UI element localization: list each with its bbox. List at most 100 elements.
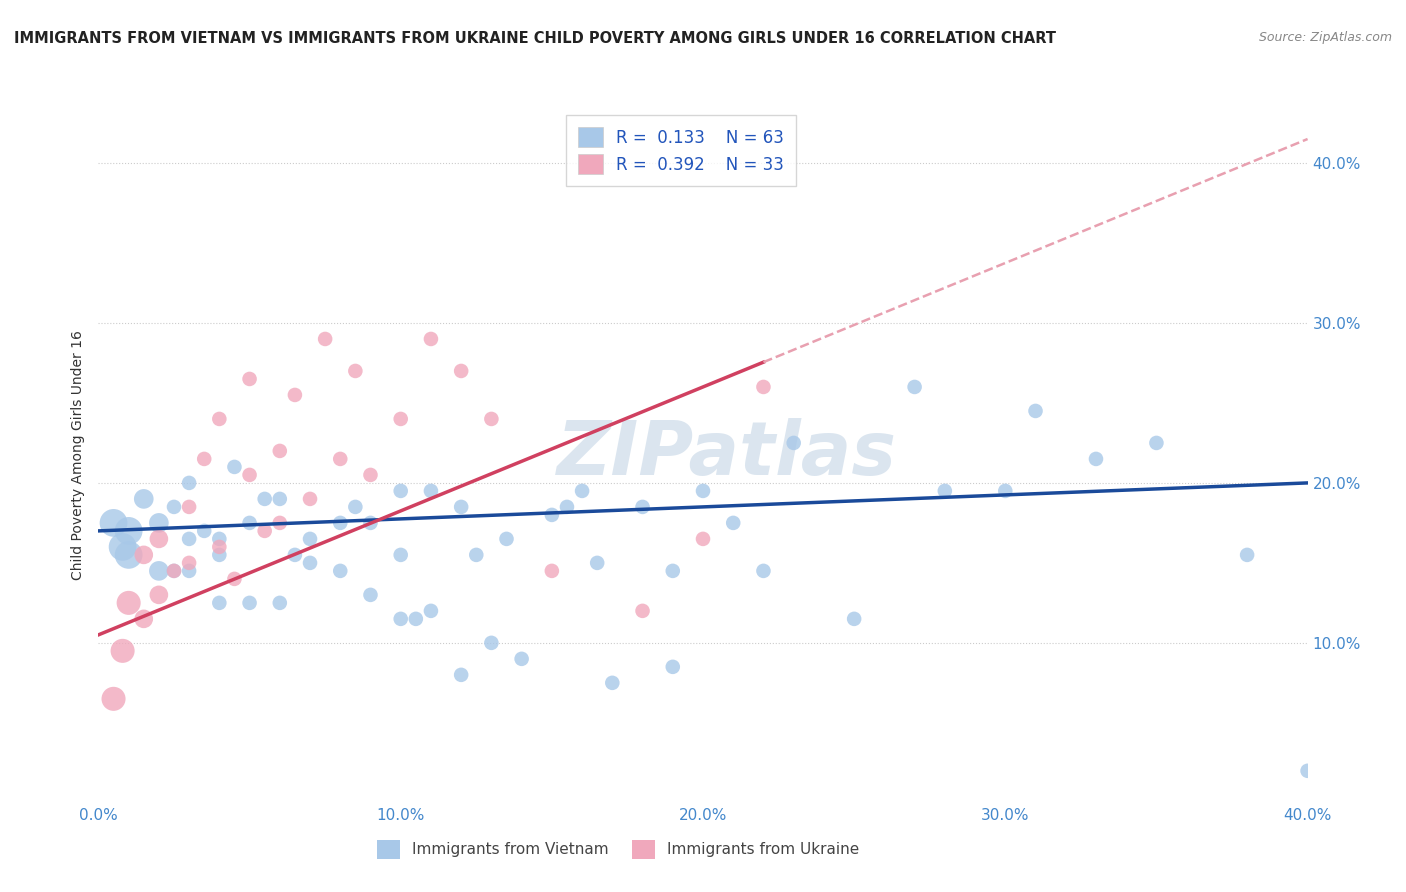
Point [148,516,170,530]
Point [1236,548,1258,562]
Point [692,483,714,498]
Point [253,524,276,538]
Point [269,444,291,458]
Point [239,516,262,530]
Point [118,524,141,538]
Point [631,604,654,618]
Point [344,364,367,378]
Point [389,483,412,498]
Point [481,636,503,650]
Point [465,548,488,562]
Point [389,412,412,426]
Point [329,516,352,530]
Point [752,564,775,578]
Point [208,412,231,426]
Point [360,588,382,602]
Point [179,475,201,490]
Point [555,500,578,514]
Text: Source: ZipAtlas.com: Source: ZipAtlas.com [1258,31,1392,45]
Point [179,500,201,514]
Point [586,556,609,570]
Point [1296,764,1319,778]
Point [132,491,155,506]
Point [420,332,443,346]
Point [299,532,322,546]
Point [269,596,291,610]
Point [208,532,231,546]
Point [540,508,562,522]
Point [179,564,201,578]
Text: ZIPatlas: ZIPatlas [557,418,897,491]
Point [329,564,352,578]
Point [118,596,141,610]
Point [284,388,307,402]
Point [752,380,775,394]
Point [193,524,215,538]
Point [269,491,291,506]
Point [1144,436,1167,450]
Point [344,500,367,514]
Text: IMMIGRANTS FROM VIETNAM VS IMMIGRANTS FROM UKRAINE CHILD POVERTY AMONG GIRLS UND: IMMIGRANTS FROM VIETNAM VS IMMIGRANTS FR… [14,31,1056,46]
Point [179,532,201,546]
Point [420,604,443,618]
Point [103,691,125,706]
Point [239,372,262,386]
Point [450,668,472,682]
Point [111,644,134,658]
Point [389,548,412,562]
Y-axis label: Child Poverty Among Girls Under 16: Child Poverty Among Girls Under 16 [72,330,86,580]
Point [193,451,215,466]
Point [844,612,866,626]
Point [208,596,231,610]
Point [299,491,322,506]
Point [405,612,427,626]
Point [510,652,533,666]
Point [208,548,231,562]
Point [571,483,593,498]
Point [360,516,382,530]
Point [299,556,322,570]
Point [631,500,654,514]
Point [692,532,714,546]
Point [450,500,472,514]
Point [783,436,806,450]
Legend: Immigrants from Vietnam, Immigrants from Ukraine: Immigrants from Vietnam, Immigrants from… [371,834,866,864]
Point [284,548,307,562]
Point [450,364,472,378]
Point [314,332,336,346]
Point [103,516,125,530]
Point [148,564,170,578]
Point [163,564,186,578]
Point [269,516,291,530]
Point [602,676,624,690]
Point [904,380,927,394]
Point [481,412,503,426]
Point [163,564,186,578]
Point [329,451,352,466]
Point [163,500,186,514]
Point [1085,451,1108,466]
Point [253,491,276,506]
Point [224,572,246,586]
Point [118,548,141,562]
Point [179,556,201,570]
Point [148,588,170,602]
Point [389,612,412,626]
Point [224,459,246,474]
Point [111,540,134,554]
Point [723,516,745,530]
Point [540,564,562,578]
Point [994,483,1017,498]
Point [239,596,262,610]
Point [132,548,155,562]
Point [661,564,683,578]
Point [420,483,443,498]
Point [661,660,683,674]
Point [239,467,262,482]
Point [934,483,956,498]
Point [1024,404,1046,418]
Point [495,532,517,546]
Point [148,532,170,546]
Point [132,612,155,626]
Point [360,467,382,482]
